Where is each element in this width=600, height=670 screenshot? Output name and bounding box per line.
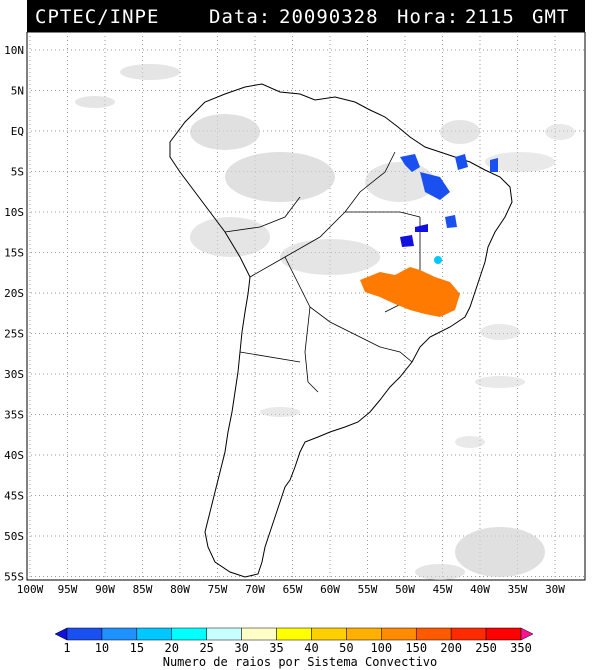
cloud-cover <box>75 64 575 580</box>
country-borders <box>224 151 421 393</box>
lat-label: 35S <box>4 409 24 422</box>
lat-label: 25S <box>4 328 24 341</box>
color-swatch <box>101 627 138 641</box>
lon-label: 40W <box>470 583 490 596</box>
lat-label: 40S <box>4 449 24 462</box>
latitude-labels: 10N 5N EQ 5S 10S 15S 20S 25S 30S 35S 40S 45S 50S 55S <box>4 44 24 584</box>
lon-label: 35W <box>508 583 528 596</box>
color-level-label: 350 <box>510 641 532 655</box>
longitude-labels: 100W 95W 90W 85W 80W 75W 70W 65W 60W 55W 50W 45W 40W… <box>17 583 566 596</box>
lightning-northeast-brazil <box>400 154 498 247</box>
color-swatch <box>171 627 207 641</box>
color-swatch <box>276 627 312 641</box>
color-swatch <box>55 627 68 641</box>
lon-label: 90W <box>95 583 115 596</box>
color-swatch <box>450 627 487 641</box>
color-level-label: 10 <box>95 641 109 655</box>
lat-label: 45S <box>4 490 24 503</box>
lightning-central-brazil <box>360 256 460 317</box>
map-frame <box>26 32 586 581</box>
color-swatch <box>311 627 347 641</box>
lon-label: 80W <box>170 583 190 596</box>
lon-label: 70W <box>245 583 265 596</box>
color-level-label: 1 <box>63 641 70 655</box>
color-level-label: 20 <box>165 641 179 655</box>
lat-label: 5N <box>11 85 24 98</box>
lat-label: 15S <box>4 247 24 260</box>
lon-label: 85W <box>133 583 153 596</box>
date-label: Data: <box>209 6 272 28</box>
lightning-map: 10N5NEQ5S10S15S20S25S30S35S40S45S50S55S … <box>4 32 586 596</box>
lon-label: 75W <box>208 583 228 596</box>
lon-label: 45W <box>433 583 453 596</box>
lat-label: EQ <box>11 125 24 138</box>
color-swatch <box>381 627 417 641</box>
color-swatch <box>485 627 522 641</box>
map-header: CPTEC/INPE Data: 20090328 Hora: 2115 GMT <box>27 0 585 32</box>
color-swatch <box>136 627 173 641</box>
color-swatch <box>206 627 242 641</box>
lat-label: 20S <box>4 287 24 300</box>
color-swatch <box>66 627 103 641</box>
lon-label: 50W <box>395 583 415 596</box>
color-level-label: 250 <box>475 641 497 655</box>
lon-label: 65W <box>283 583 303 596</box>
color-level-label: 25 <box>199 641 213 655</box>
lon-label: 55W <box>358 583 378 596</box>
color-level-label: 15 <box>130 641 144 655</box>
color-swatch <box>415 627 452 641</box>
lon-label: 60W <box>320 583 340 596</box>
date-value: 20090328 <box>279 6 379 28</box>
color-swatch <box>346 627 382 641</box>
color-level-label: 50 <box>339 641 353 655</box>
legend-title: Numero de raios por Sistema Convectivo <box>163 655 438 669</box>
hour-value: 2115 <box>465 6 515 28</box>
continent-outline <box>169 83 513 578</box>
color-bar-labels: 1 10 15 20 25 30 35 40 50 100 150 200 250 350 <box>63 641 531 655</box>
color-bar <box>55 627 534 641</box>
lat-label: 5S <box>11 166 24 179</box>
color-level-label: 40 <box>304 641 318 655</box>
lat-label: 50S <box>4 530 24 543</box>
lon-label: 100W <box>17 583 44 596</box>
color-level-label: 35 <box>269 641 283 655</box>
lat-label: 30S <box>4 368 24 381</box>
lon-label: 30W <box>545 583 565 596</box>
color-swatch <box>241 627 277 641</box>
lon-label: 95W <box>58 583 78 596</box>
color-level-label: 150 <box>405 641 427 655</box>
lat-label: 10S <box>4 206 24 219</box>
color-level-label: 100 <box>370 641 392 655</box>
legend: 1 10 15 20 25 30 35 40 50 100 150 200 250 350 Numero … <box>55 627 534 669</box>
hour-label: Hora: <box>397 6 460 28</box>
org-label: CPTEC/INPE <box>35 6 160 28</box>
color-swatch <box>520 627 534 641</box>
lat-label: 55S <box>4 571 24 584</box>
lat-label: 10N <box>4 44 24 57</box>
color-level-label: 200 <box>440 641 462 655</box>
timezone-label: GMT <box>532 6 570 28</box>
color-level-label: 30 <box>234 641 248 655</box>
